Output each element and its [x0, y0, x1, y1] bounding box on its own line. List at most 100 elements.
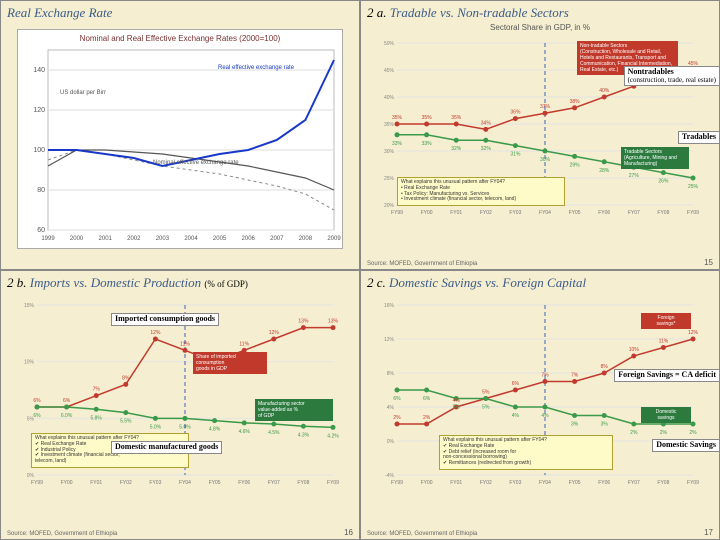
svg-text:2%: 2%	[393, 415, 401, 421]
svg-text:FY02: FY02	[480, 210, 492, 216]
panel-b-subtitle: Sectoral Share in GDP, in %	[361, 23, 719, 32]
callout-foreign-savings: Foreign Savings = CA deficit	[614, 369, 720, 382]
panel-real-exchange-rate: Real Exchange Rate Nominal and Real Effe…	[0, 0, 360, 270]
svg-text:6%: 6%	[33, 413, 41, 419]
svg-text:15%: 15%	[24, 303, 35, 309]
panel-c-title: 2 b. Imports vs. Domestic Production (% …	[7, 275, 353, 291]
svg-text:2%: 2%	[423, 415, 431, 421]
svg-text:FY06: FY06	[598, 210, 610, 216]
greenbox-domestic-savings: Domestic savings	[641, 407, 691, 423]
svg-text:5.8%: 5.8%	[90, 415, 102, 421]
svg-text:120: 120	[33, 107, 45, 114]
svg-text:5.0%: 5.0%	[179, 424, 191, 430]
svg-text:FY05: FY05	[569, 210, 581, 216]
chart-a-svg: 6080100120140199920002001200220032004200…	[18, 30, 342, 248]
chart-c: 0%5%10%15%FY99FY00FY01FY02FY03FY04FY05FY…	[17, 297, 341, 495]
svg-text:3%: 3%	[571, 422, 579, 428]
svg-text:27%: 27%	[629, 173, 640, 179]
panel-d-title: 2 c. Domestic Savings vs. Foreign Capita…	[367, 275, 713, 291]
svg-text:FY08: FY08	[297, 480, 309, 486]
svg-text:FY04: FY04	[539, 210, 551, 216]
note-b: What explains this unusual pattern after…	[397, 177, 565, 206]
svg-text:FY01: FY01	[450, 480, 462, 486]
svg-text:40%: 40%	[599, 88, 610, 94]
chart-a: Nominal and Real Effective Exchange Rate…	[17, 29, 343, 249]
label-nom: Nominal effective exchange rate	[153, 160, 253, 166]
svg-text:6%: 6%	[63, 398, 71, 404]
svg-text:2006: 2006	[242, 236, 256, 242]
svg-text:30%: 30%	[540, 157, 551, 163]
svg-text:FY07: FY07	[628, 480, 640, 486]
svg-text:4.5%: 4.5%	[268, 430, 280, 436]
svg-text:80: 80	[37, 187, 45, 194]
svg-text:50%: 50%	[384, 41, 395, 47]
svg-text:5%: 5%	[453, 405, 461, 411]
svg-text:FY07: FY07	[268, 480, 280, 486]
svg-text:25%: 25%	[384, 176, 395, 182]
svg-text:100: 100	[33, 147, 45, 154]
svg-text:26%: 26%	[658, 179, 669, 185]
svg-text:2%: 2%	[630, 430, 638, 436]
panel-imports-vs-domestic: 2 b. Imports vs. Domestic Production (% …	[0, 270, 360, 540]
callout-nontradables: Nontradables(construction, trade, real e…	[624, 66, 720, 86]
svg-text:FY09: FY09	[687, 210, 699, 216]
svg-text:5%: 5%	[482, 390, 490, 396]
svg-text:FY03: FY03	[509, 480, 521, 486]
svg-text:FY05: FY05	[209, 480, 221, 486]
svg-text:25%: 25%	[688, 184, 699, 190]
svg-text:12%: 12%	[150, 330, 161, 336]
label-real: Real effective exchange rate	[218, 65, 298, 71]
svg-text:34%: 34%	[481, 120, 492, 126]
svg-text:31%: 31%	[510, 152, 521, 158]
svg-text:-4%: -4%	[385, 473, 394, 479]
callout-domestic-goods: Domestic manufactured goods	[111, 441, 222, 454]
svg-text:FY08: FY08	[657, 480, 669, 486]
svg-text:2007: 2007	[270, 236, 284, 242]
source-b: Source: MOFED, Government of Ethiopia	[367, 261, 477, 267]
svg-text:29%: 29%	[570, 162, 581, 168]
svg-text:FY08: FY08	[657, 210, 669, 216]
svg-text:0%: 0%	[387, 439, 395, 445]
svg-text:35%: 35%	[392, 115, 403, 121]
svg-text:5%: 5%	[482, 405, 490, 411]
svg-text:FY05: FY05	[569, 480, 581, 486]
svg-text:FY07: FY07	[628, 210, 640, 216]
svg-text:12%: 12%	[688, 330, 699, 336]
svg-text:FY06: FY06	[598, 480, 610, 486]
greenbox-tradables: Tradable Sectors (Agriculture, Mining an…	[621, 147, 689, 169]
label-usd: US dollar per Birr	[60, 90, 106, 96]
slidenum-d: 17	[704, 528, 713, 537]
svg-text:6%: 6%	[33, 398, 41, 404]
svg-text:0%: 0%	[27, 473, 35, 479]
svg-text:FY03: FY03	[149, 480, 161, 486]
svg-text:2008: 2008	[299, 236, 313, 242]
svg-text:12%: 12%	[269, 330, 280, 336]
svg-text:FY06: FY06	[238, 480, 250, 486]
svg-text:45%: 45%	[384, 68, 395, 74]
redbox-foreign-savings: Foreign savings*	[641, 313, 691, 329]
svg-text:28%: 28%	[599, 168, 610, 174]
svg-text:8%: 8%	[122, 375, 130, 381]
svg-text:4.8%: 4.8%	[209, 427, 221, 433]
svg-text:5.0%: 5.0%	[150, 424, 162, 430]
svg-text:2004: 2004	[184, 236, 198, 242]
panel-tradable-nontradable: 2 a. Tradable vs. Non-tradable Sectors S…	[360, 0, 720, 270]
svg-text:FY00: FY00	[61, 480, 73, 486]
svg-text:FY03: FY03	[509, 210, 521, 216]
svg-text:FY02: FY02	[120, 480, 132, 486]
svg-text:3%: 3%	[601, 422, 609, 428]
panel-savings-vs-capital: 2 c. Domestic Savings vs. Foreign Capita…	[360, 270, 720, 540]
svg-text:FY04: FY04	[539, 480, 551, 486]
svg-text:6%: 6%	[393, 396, 401, 402]
svg-text:2%: 2%	[689, 430, 697, 436]
callout-domestic-savings: Domestic Savings	[652, 439, 720, 452]
svg-text:4%: 4%	[541, 413, 549, 419]
svg-text:FY09: FY09	[327, 480, 339, 486]
svg-text:2005: 2005	[213, 236, 227, 242]
redbox-imports: Share of imported consumption goods in G…	[193, 352, 267, 374]
svg-text:7%: 7%	[93, 387, 101, 393]
panel-b-title: 2 a. Tradable vs. Non-tradable Sectors	[367, 5, 713, 21]
svg-text:13%: 13%	[298, 319, 309, 325]
svg-text:2000: 2000	[70, 236, 84, 242]
callout-imported-goods: Imported consumption goods	[111, 313, 219, 326]
